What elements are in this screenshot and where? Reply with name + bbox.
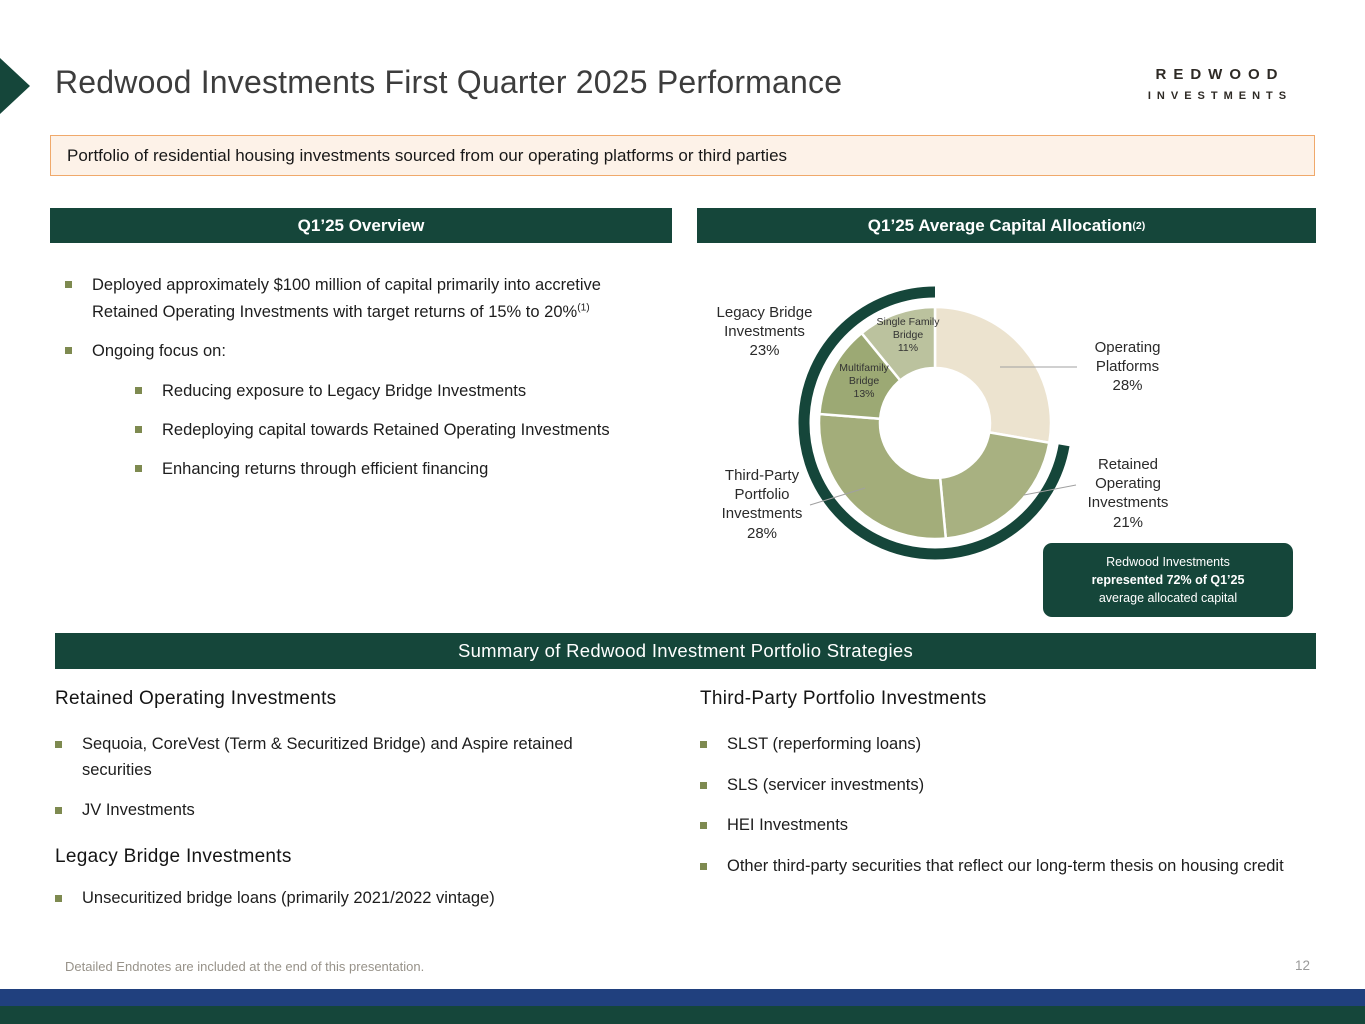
allocation-header-bar: Q1’25 Average Capital Allocation (2) <box>697 208 1316 243</box>
bullet-square-icon <box>700 781 707 789</box>
bullet-text: Sequoia, CoreVest (Term & Securitized Br… <box>82 735 573 779</box>
overview-header-bar: Q1’25 Overview <box>50 208 672 243</box>
bullet-item: Ongoing focus on: <box>65 338 645 365</box>
bullet-footnote-marker: (1) <box>577 302 590 314</box>
donut-segment <box>817 412 948 541</box>
bullet-text-main: Deployed approximately $100 million of c… <box>92 276 601 321</box>
bullet-item: Other third-party securities that reflec… <box>700 854 1316 880</box>
callout-line1: Redwood Investments <box>1106 555 1230 569</box>
brand-logo-line2: INVESTMENTS <box>1147 90 1293 102</box>
bullet-item: SLS (servicer investments) <box>700 773 1316 799</box>
footer-green-bar <box>0 1006 1365 1024</box>
corner-arrow-icon <box>0 58 30 114</box>
footer-blue-bar <box>0 989 1365 1006</box>
bullet-square-icon <box>65 347 72 355</box>
bullet-square-icon <box>55 807 62 815</box>
third-party-heading: Third-Party Portfolio Investments <box>700 688 987 709</box>
chart-label-legacy-bridge: Legacy Bridge Investments 23% <box>716 304 813 360</box>
sub-bullet-item: Reducing exposure to Legacy Bridge Inves… <box>135 378 645 405</box>
bullet-item: JV Investments <box>55 798 655 824</box>
page-number: 12 <box>1295 958 1311 973</box>
brand-logo: REDWOOD INVESTMENTS <box>1140 66 1300 102</box>
bullet-item: Deployed approximately $100 million of c… <box>65 272 645 325</box>
callout-line3: average allocated capital <box>1098 591 1238 606</box>
sub-bullet-text: Enhancing returns through efficient fina… <box>162 459 489 478</box>
capital-allocation-chart-area: Legacy Bridge Investments 23% Operating … <box>697 245 1316 633</box>
bullet-item: Sequoia, CoreVest (Term & Securitized Br… <box>55 732 655 783</box>
bullet-square-icon <box>700 741 707 748</box>
sub-bullet-text: Reducing exposure to Legacy Bridge Inves… <box>162 382 527 401</box>
bullet-square-icon <box>700 822 707 830</box>
footnote-text: Detailed Endnotes are included at the en… <box>65 959 425 974</box>
brand-logo-line1: REDWOOD <box>1155 66 1285 83</box>
bullet-item: Unsecuritized bridge loans (primarily 20… <box>55 886 655 912</box>
callout-line2: represented 72% of Q1’25 <box>1091 573 1245 588</box>
bullet-text: Unsecuritized bridge loans (primarily 20… <box>82 888 495 907</box>
sub-bullet-item: Redeploying capital towards Retained Ope… <box>135 417 645 444</box>
summary-header-bar: Summary of Redwood Investment Portfolio … <box>55 633 1316 669</box>
bullet-square-icon <box>135 387 142 395</box>
retained-operating-heading: Retained Operating Investments <box>55 688 337 709</box>
bullet-square-icon <box>700 862 707 870</box>
bullet-square-icon <box>55 741 62 748</box>
highlight-callout: Redwood Investments represented 72% of Q… <box>1043 543 1293 617</box>
redwood-share-ring <box>798 286 1070 560</box>
donut-segment <box>859 305 937 383</box>
bullet-text: Other third-party securities that reflec… <box>727 856 1284 875</box>
bullet-text: HEI Investments <box>727 816 849 835</box>
page-title: Redwood Investments First Quarter 2025 P… <box>55 64 843 100</box>
bullet-square-icon <box>65 281 72 288</box>
strategies-right-column: Third-Party Portfolio Investments SLST (… <box>700 688 1316 894</box>
donut-segment <box>933 305 1053 445</box>
bullet-square-icon <box>55 894 62 902</box>
overview-header-label: Q1’25 Overview <box>297 215 425 235</box>
strategies-left-column: Retained Operating Investments Sequoia, … <box>55 688 655 926</box>
bullet-text: SLS (servicer investments) <box>727 775 925 794</box>
chart-label-multifamily-bridge: Multifamily Bridge 13% <box>839 362 889 401</box>
bullet-text: Ongoing focus on: <box>92 342 226 361</box>
chart-leader-lines <box>809 366 1077 506</box>
sub-bullet-item: Enhancing returns through efficient fina… <box>135 456 645 483</box>
subtitle-banner: Portfolio of residential housing investm… <box>50 135 1315 176</box>
bullet-item: SLST (reperforming loans) <box>700 732 1316 758</box>
chart-label-third-party: Third-Party Portfolio Investments 28% <box>721 467 803 542</box>
capital-allocation-donut-chart <box>798 286 1077 560</box>
chart-label-single-family-bridge: Single Family Bridge 11% <box>876 316 940 355</box>
bullet-square-icon <box>135 425 142 433</box>
legacy-bridge-heading: Legacy Bridge Investments <box>55 845 292 867</box>
chart-label-operating-platforms: Operating Platforms 28% <box>1094 339 1161 395</box>
overview-bullet-list: Deployed approximately $100 million of c… <box>65 272 645 494</box>
bullet-item: HEI Investments <box>700 813 1316 839</box>
bullet-text: Deployed approximately $100 million of c… <box>92 272 612 325</box>
bullet-square-icon <box>135 464 142 472</box>
allocation-header-label: Q1’25 Average Capital Allocation <box>867 215 1133 235</box>
chart-label-retained-operating: Retained Operating Investments 21% <box>1087 456 1169 531</box>
donut-segment <box>938 430 1051 540</box>
bullet-text: SLST (reperforming loans) <box>727 735 922 753</box>
bullet-text: JV Investments <box>82 801 195 820</box>
sub-bullet-text: Redeploying capital towards Retained Ope… <box>162 420 610 439</box>
